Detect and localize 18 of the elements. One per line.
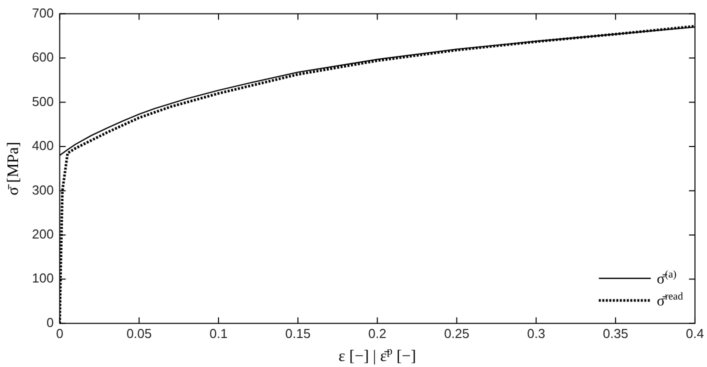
y-tick-label: 200: [32, 226, 54, 242]
y-tick-label: 100: [32, 270, 54, 286]
y-tick-label: 400: [32, 138, 54, 154]
x-tick-label: 0.05: [126, 326, 152, 341]
x-tick-label: 0.25: [444, 326, 470, 341]
x-tick-label: 0.3: [527, 326, 546, 341]
y-tick-label: 500: [32, 94, 54, 109]
x-tick-label: 0.35: [602, 326, 628, 341]
x-tick-label: 0: [56, 326, 64, 341]
x-tick-label: 0.2: [368, 326, 386, 341]
y-tick-label: 700: [32, 5, 54, 20]
y-tick-label: 300: [32, 182, 54, 198]
x-tick-label: 0.1: [209, 326, 228, 341]
x-tick-label: 0.15: [285, 326, 311, 341]
x-tick-label: 0.4: [686, 326, 704, 341]
y-axis-title: σ̄ [MPa]: [5, 142, 22, 196]
y-tick-label: 600: [32, 50, 54, 65]
y-tick-label: 0: [46, 314, 54, 330]
